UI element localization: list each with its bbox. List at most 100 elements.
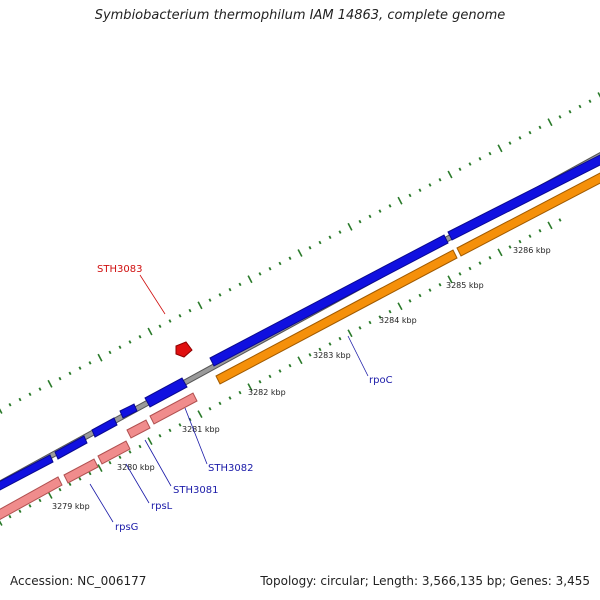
gene-arrow-rpoC-2[interactable] xyxy=(447,154,600,241)
major-tick xyxy=(497,144,503,153)
minor-tick xyxy=(318,347,322,352)
minor-tick xyxy=(468,266,472,271)
minor-tick xyxy=(258,380,262,384)
scale-label: 3285 kbp xyxy=(446,281,484,290)
minor-tick xyxy=(78,477,82,481)
accession-label: Accession: xyxy=(10,574,74,588)
minor-tick xyxy=(168,428,172,433)
minor-tick xyxy=(478,157,482,161)
minor-tick xyxy=(58,487,62,492)
minor-tick xyxy=(288,256,292,260)
major-tick xyxy=(547,118,553,127)
minor-tick xyxy=(378,315,382,319)
forward-strand-genes xyxy=(0,154,600,491)
gene-labels: rpsG rpsL STH3081 STH3082 rpoC STH3083 xyxy=(97,264,393,533)
minor-tick xyxy=(568,109,572,114)
minor-tick xyxy=(478,261,482,265)
minor-tick xyxy=(408,299,412,303)
minor-tick xyxy=(88,361,92,365)
outer-tick-ring xyxy=(0,92,600,414)
minor-tick xyxy=(28,504,32,508)
major-tick xyxy=(447,170,453,179)
gene-arrow-rpsG-2[interactable] xyxy=(54,435,88,460)
gene-arrow-rpsG[interactable] xyxy=(0,454,54,491)
major-tick xyxy=(547,221,553,230)
minor-tick xyxy=(538,229,542,233)
minor-tick xyxy=(268,374,272,379)
minor-tick xyxy=(18,509,22,513)
gene-bar-pink-3[interactable] xyxy=(97,440,131,465)
minor-tick xyxy=(388,309,392,314)
major-tick xyxy=(0,520,3,526)
minor-tick xyxy=(278,369,282,373)
major-tick xyxy=(497,248,503,257)
gene-label-rpsG[interactable]: rpsG xyxy=(115,522,138,533)
minor-tick xyxy=(178,423,182,427)
minor-tick xyxy=(228,396,232,400)
minor-tick xyxy=(458,167,462,172)
minor-tick xyxy=(228,287,232,292)
label-leaders xyxy=(89,274,369,523)
minor-tick xyxy=(158,433,162,438)
minor-tick xyxy=(338,336,342,341)
minor-tick xyxy=(378,209,382,213)
minor-tick xyxy=(418,188,422,192)
minor-tick xyxy=(558,115,562,119)
leader-STH3083 xyxy=(139,274,166,315)
major-tick xyxy=(397,302,403,311)
leader-STH3081 xyxy=(144,439,172,487)
major-tick xyxy=(97,464,103,472)
minor-tick xyxy=(208,298,212,302)
major-tick xyxy=(347,222,353,231)
minor-tick xyxy=(468,162,472,166)
minor-tick xyxy=(438,177,442,182)
major-tick xyxy=(247,275,253,284)
gene-arrow-rpoC[interactable] xyxy=(209,234,449,367)
gene-bar-pink-5[interactable] xyxy=(149,392,198,425)
gene-label-STH3082[interactable]: STH3082 xyxy=(208,463,253,474)
minor-tick xyxy=(588,99,592,103)
minor-tick xyxy=(118,455,122,460)
major-tick xyxy=(47,379,53,388)
minor-tick xyxy=(178,314,182,318)
feature-marker-STH3083[interactable] xyxy=(175,341,193,358)
minor-tick xyxy=(138,444,142,449)
gene-bar-orange-2[interactable] xyxy=(456,172,600,257)
gene-bar-pink-1[interactable] xyxy=(0,476,63,521)
minor-tick xyxy=(238,390,242,395)
minor-tick xyxy=(38,387,42,391)
major-tick xyxy=(347,329,353,338)
minor-tick xyxy=(208,407,212,411)
gene-bar-orange-1[interactable] xyxy=(215,249,458,385)
major-tick xyxy=(147,437,153,446)
accession-value: NC_006177 xyxy=(77,574,147,588)
major-tick xyxy=(397,196,403,205)
minor-tick xyxy=(8,403,12,407)
gene-bar-pink-4[interactable] xyxy=(126,419,151,439)
gene-label-STH3081[interactable]: STH3081 xyxy=(173,485,218,496)
scale-label: 3286 kbp xyxy=(513,246,551,255)
minor-tick xyxy=(358,326,362,330)
gene-label-rpsL[interactable]: rpsL xyxy=(151,501,173,512)
gene-arrow-STH3081[interactable] xyxy=(119,403,138,419)
minor-tick xyxy=(8,514,12,519)
leader-STH3082 xyxy=(184,407,208,465)
minor-tick xyxy=(238,282,242,287)
gene-arrow-STH3082[interactable] xyxy=(144,377,188,408)
gene-bar-pink-2[interactable] xyxy=(63,458,99,484)
gene-label-rpoC[interactable]: rpoC xyxy=(369,375,393,386)
gene-label-STH3083[interactable]: STH3083 xyxy=(97,264,142,275)
minor-tick xyxy=(28,392,32,397)
minor-tick xyxy=(68,371,72,376)
reverse-strand-genes xyxy=(0,172,600,521)
minor-tick xyxy=(488,151,492,156)
major-tick xyxy=(247,383,253,392)
minor-tick xyxy=(488,256,492,260)
gene-arrow-rpsL[interactable] xyxy=(91,417,118,438)
minor-tick xyxy=(218,401,222,406)
minor-tick xyxy=(68,482,72,486)
minor-tick xyxy=(438,282,442,287)
minor-tick xyxy=(118,345,122,349)
inner-tick-ring xyxy=(0,218,562,526)
minor-tick xyxy=(328,342,332,346)
